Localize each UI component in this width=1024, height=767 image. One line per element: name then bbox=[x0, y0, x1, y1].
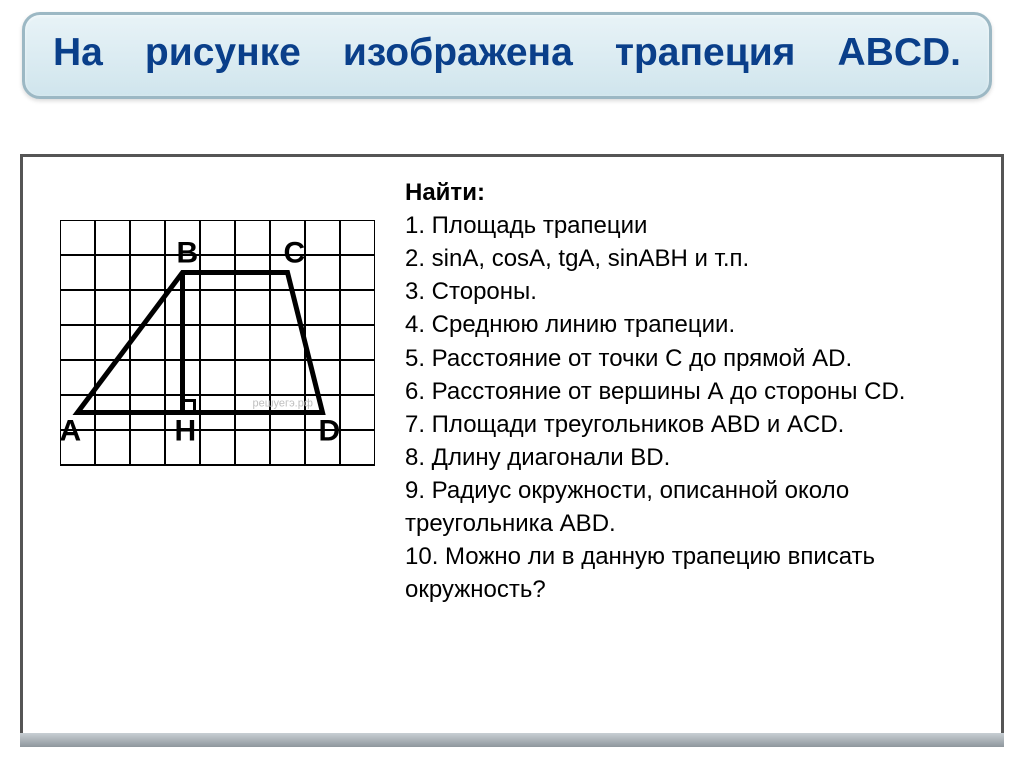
svg-text:решуегэ.рф: решуегэ.рф bbox=[253, 398, 313, 410]
svg-text:H: H bbox=[175, 415, 197, 448]
task-item: 9. Радиус окружности, описанной около тр… bbox=[405, 474, 984, 540]
task-item: 5. Расстояние от точки С до прямой AD. bbox=[405, 342, 984, 375]
svg-text:D: D bbox=[319, 415, 341, 448]
task-item: 8. Длину диагонали BD. bbox=[405, 441, 984, 474]
page-title: На рисунке изображена трапеция ABCD. bbox=[53, 29, 961, 78]
title-box: На рисунке изображена трапеция ABCD. bbox=[22, 12, 992, 99]
find-label: Найти: bbox=[405, 176, 984, 209]
task-item: 2. sinA, cosA, tgA, sinABH и т.п. bbox=[405, 242, 984, 275]
task-item: 10. Можно ли в данную трапецию вписать о… bbox=[405, 540, 984, 606]
task-item: 4. Среднюю линию трапеции. bbox=[405, 308, 984, 341]
svg-text:B: B bbox=[177, 237, 199, 270]
content-area: решуегэ.рф A B C D H Найти: 1. Площадь трапец… bbox=[60, 170, 984, 717]
svg-text:C: C bbox=[284, 237, 306, 270]
task-item: 7. Площади треугольников ABD и ACD. bbox=[405, 408, 984, 441]
task-item: 1. Площадь трапеции bbox=[405, 209, 984, 242]
trapezoid-diagram: решуегэ.рф A B C D H bbox=[60, 220, 375, 471]
task-item: 6. Расстояние от вершины А до стороны CD… bbox=[405, 375, 984, 408]
task-list: Найти: 1. Площадь трапеции2. sinA, cosA,… bbox=[405, 170, 984, 717]
diagram-container: решуегэ.рф A B C D H bbox=[60, 170, 375, 717]
svg-text:A: A bbox=[60, 415, 81, 448]
task-item: 3. Стороны. bbox=[405, 275, 984, 308]
